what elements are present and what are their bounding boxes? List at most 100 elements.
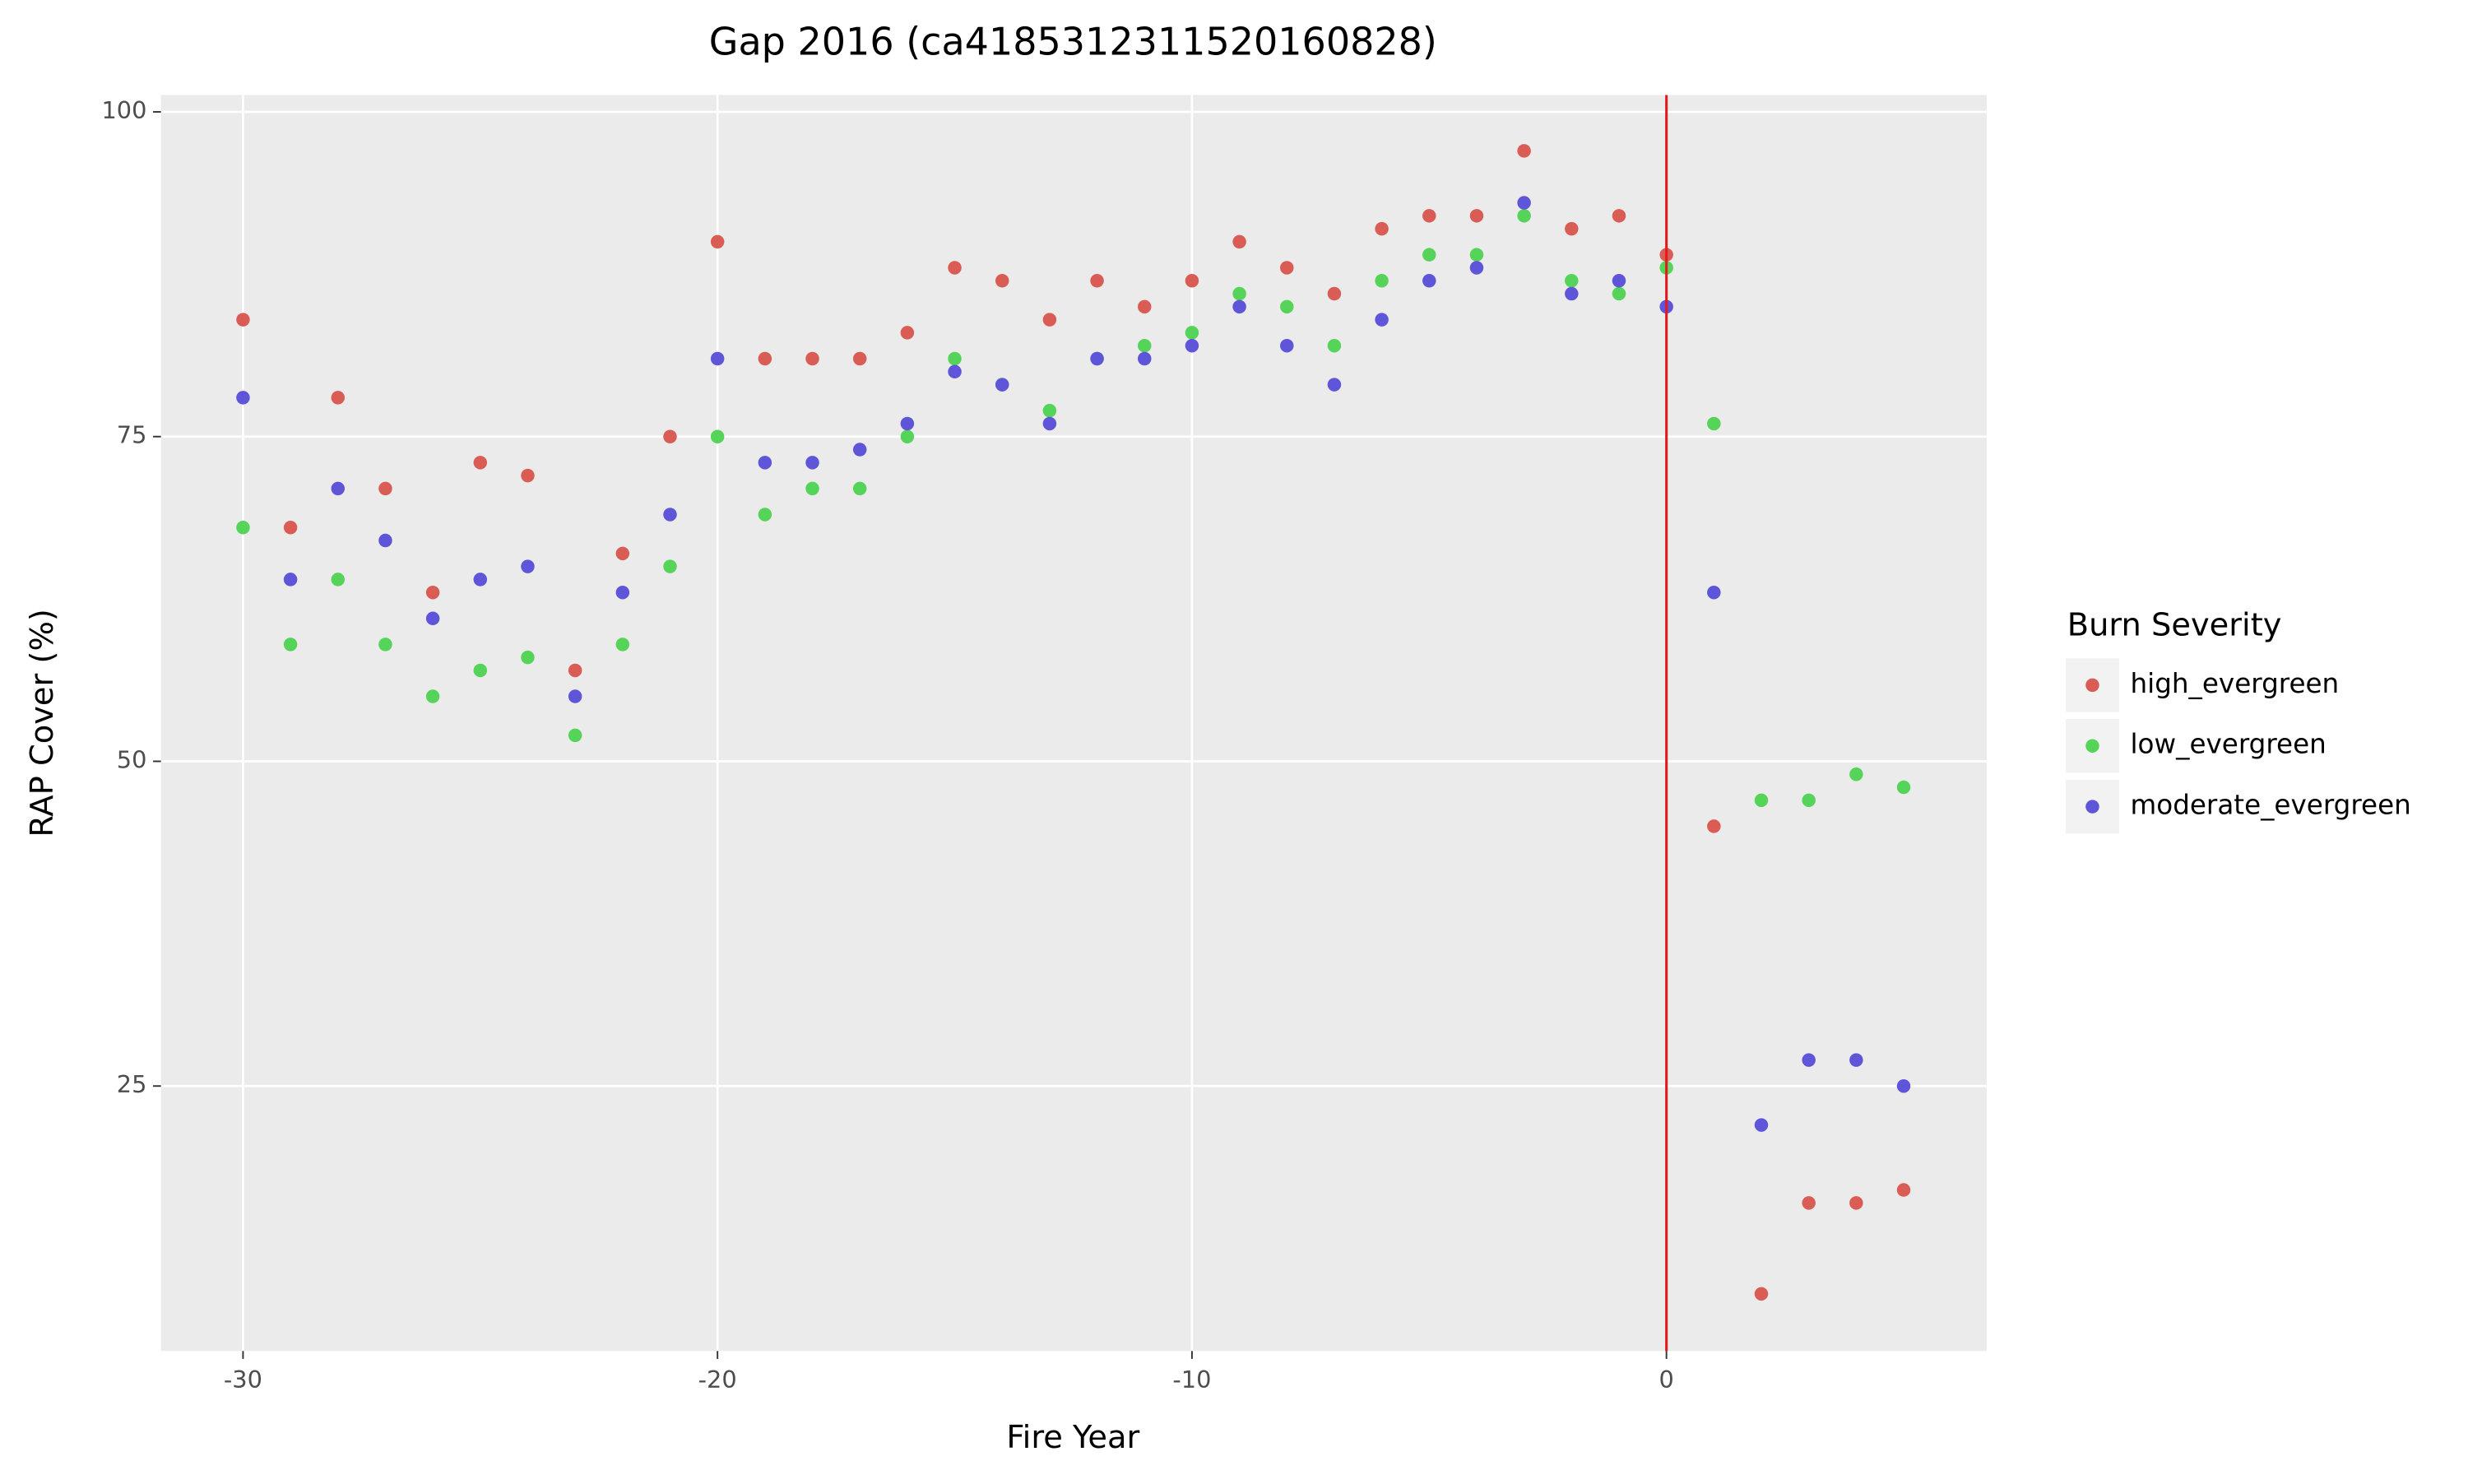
- point: [1280, 261, 1294, 275]
- point: [1185, 274, 1199, 288]
- x-tick-label: -10: [1172, 1366, 1211, 1394]
- legend-marker: [2085, 678, 2099, 693]
- point: [1849, 768, 1863, 781]
- point: [1042, 403, 1057, 418]
- point: [1707, 819, 1721, 833]
- point: [1375, 274, 1389, 288]
- point: [615, 585, 630, 600]
- point: [473, 573, 488, 587]
- point: [1232, 299, 1246, 314]
- point: [1422, 248, 1436, 262]
- point: [1754, 1287, 1769, 1301]
- point: [1327, 338, 1342, 353]
- point: [948, 351, 962, 366]
- legend-label: low_evergreen: [2131, 729, 2327, 760]
- point: [995, 378, 1009, 392]
- point: [805, 351, 819, 366]
- legend-label: moderate_evergreen: [2131, 790, 2411, 821]
- point: [710, 351, 725, 366]
- point: [1469, 209, 1484, 223]
- x-tick-label: -20: [698, 1366, 737, 1394]
- point: [663, 508, 677, 522]
- point: [900, 326, 915, 340]
- point: [758, 351, 772, 366]
- point: [900, 416, 915, 431]
- point: [1565, 274, 1579, 288]
- point: [1612, 209, 1626, 223]
- point: [1280, 338, 1294, 353]
- point: [521, 559, 535, 573]
- point: [521, 650, 535, 665]
- point: [1327, 378, 1342, 392]
- point: [236, 391, 250, 405]
- point: [425, 585, 440, 600]
- point: [852, 351, 867, 366]
- point: [948, 364, 962, 379]
- point: [852, 481, 867, 496]
- point: [1469, 248, 1484, 262]
- point: [1517, 196, 1531, 210]
- point: [1232, 234, 1246, 249]
- point: [1802, 1196, 1816, 1210]
- point: [710, 429, 725, 443]
- x-axis-label: Fire Year: [1006, 1419, 1139, 1456]
- point: [568, 728, 582, 743]
- point: [1090, 351, 1104, 366]
- point: [615, 546, 630, 561]
- y-axis-label: RAP Cover (%): [24, 609, 61, 837]
- point: [1232, 286, 1246, 301]
- y-tick-label: 50: [117, 745, 147, 773]
- point: [1707, 416, 1721, 431]
- point: [473, 456, 488, 470]
- chart-title: Gap 2016 (ca4185312311520160828): [709, 20, 1437, 64]
- point: [1754, 793, 1769, 808]
- point: [1090, 274, 1104, 288]
- point: [378, 638, 392, 652]
- point: [1849, 1053, 1863, 1067]
- point: [758, 456, 772, 470]
- point: [1422, 209, 1436, 223]
- point: [1612, 274, 1626, 288]
- point: [521, 468, 535, 483]
- point: [236, 313, 250, 327]
- point: [378, 533, 392, 548]
- legend: high_evergreen low_evergreen moderate_ever…: [2065, 658, 2411, 834]
- point: [1896, 1078, 1911, 1093]
- point: [1185, 338, 1199, 353]
- point: [805, 456, 819, 470]
- point: [283, 521, 298, 535]
- point: [900, 429, 915, 443]
- point: [331, 391, 346, 405]
- point: [1375, 313, 1389, 327]
- point: [758, 508, 772, 522]
- y-tick-label: 100: [101, 96, 146, 124]
- legend-title: Burn Severity: [2067, 606, 2282, 643]
- point: [568, 663, 582, 678]
- point: [283, 573, 298, 587]
- point: [283, 638, 298, 652]
- point: [1517, 209, 1531, 223]
- point: [331, 481, 346, 496]
- point: [1896, 780, 1911, 795]
- point: [1280, 299, 1294, 314]
- panel: [160, 95, 1987, 1352]
- point: [425, 689, 440, 703]
- legend-label: high_evergreen: [2131, 668, 2340, 699]
- point: [852, 443, 867, 457]
- point: [1375, 221, 1389, 236]
- x-tick-label: -30: [224, 1366, 262, 1394]
- x-tick-label: 0: [1659, 1366, 1674, 1394]
- point: [1422, 274, 1436, 288]
- point: [710, 234, 725, 249]
- point: [473, 663, 488, 678]
- marks: [236, 95, 1911, 1352]
- point: [331, 573, 346, 587]
- point: [995, 274, 1009, 288]
- point: [1185, 326, 1199, 340]
- point: [1565, 286, 1579, 301]
- point: [615, 638, 630, 652]
- point: [663, 559, 677, 573]
- point: [1042, 416, 1057, 431]
- point: [1612, 286, 1626, 301]
- point: [1469, 261, 1484, 275]
